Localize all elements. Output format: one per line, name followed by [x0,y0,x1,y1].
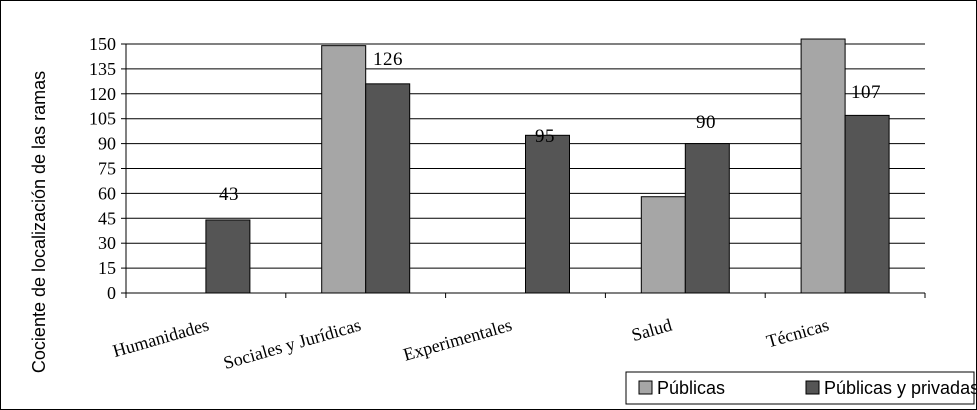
bar-públicas-y-privadas-3 [684,143,730,294]
bars [205,38,890,294]
gridlines [126,43,925,269]
legend: Públicas Públicas y privadas [625,371,977,405]
y-tick-label: 0 [107,283,116,303]
y-tick-label: 120 [89,84,116,104]
x-category-label: Experimentales [401,315,514,365]
x-category-label: Sociales y Jurídicas [221,315,363,373]
y-tick-label: 105 [89,109,116,129]
y-tick-label: 15 [98,258,116,278]
y-tick-label: 90 [98,134,116,154]
data-labels: 43 126 95 90 107 [219,49,881,205]
bar-públicas-y-privadas-4 [844,114,890,294]
y-axis-label: Cociente de localización de las ramas [29,71,49,373]
x-category-labels: Humanidades Sociales y Jurídicas Experimen… [110,315,831,373]
x-category-label: Salud [629,315,674,346]
bar-públicas-4 [800,38,846,294]
x-category-label: Humanidades [110,315,211,362]
y-tick-label: 75 [98,159,116,179]
bar-públicas-y-privadas-1 [365,83,411,294]
y-tick-label: 135 [89,59,116,79]
data-label: 107 [851,82,881,103]
legend-label: Públicas y privadas [824,378,977,398]
y-tick-label: 150 [89,34,116,54]
y-tick-label: 30 [98,233,116,253]
data-label: 126 [373,49,403,70]
bar-públicas-y-privadas-2 [525,134,570,294]
legend-swatch [638,380,653,395]
axes [121,43,926,298]
bar-públicas-y-privadas-0 [205,219,251,294]
data-label: 43 [219,184,239,205]
y-tick-label: 45 [98,208,116,228]
x-category-label: Técnicas [764,315,831,352]
y-tick-labels: 0 15 30 45 60 75 90 105 120 135 150 [89,34,116,303]
data-label: 90 [696,112,716,133]
bar-públicas-3 [640,196,686,294]
bar-públicas-1 [321,45,367,294]
legend-label: Públicas [657,378,725,398]
y-tick-label: 60 [98,183,116,203]
legend-swatch [805,380,820,395]
data-label: 95 [535,126,555,147]
legend-box [625,371,975,405]
